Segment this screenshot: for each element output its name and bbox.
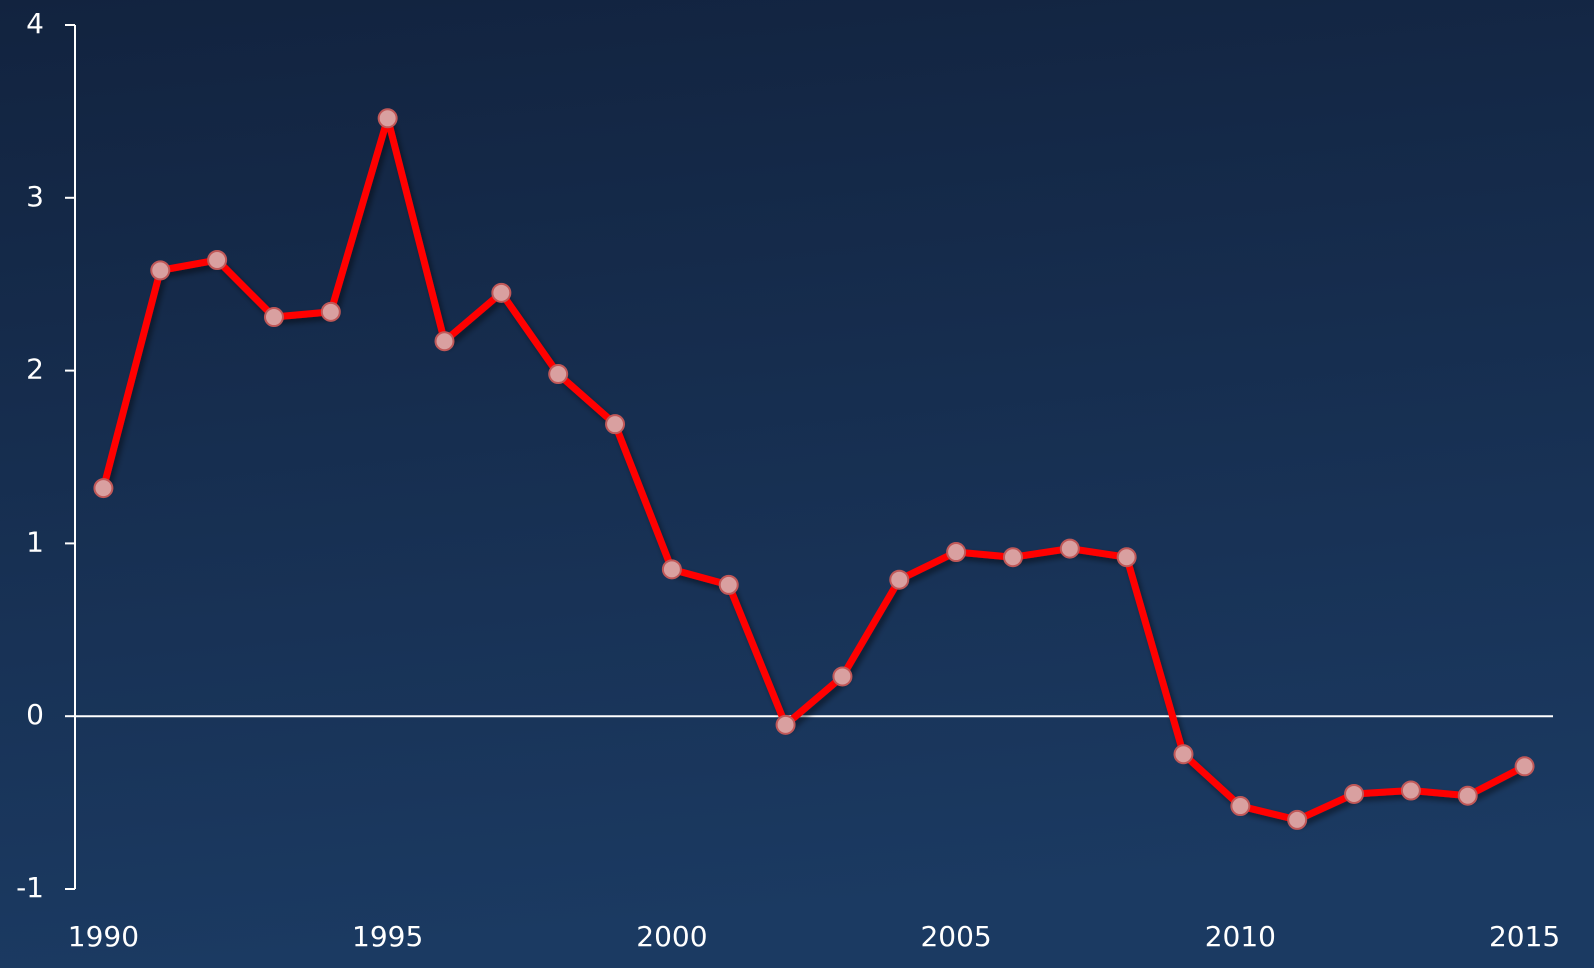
x-tick-label: 1995 <box>352 920 423 953</box>
data-point <box>207 250 228 271</box>
data-point <box>889 569 910 590</box>
x-tick-label: 2015 <box>1489 920 1560 953</box>
y-tick-label: 0 <box>26 698 44 731</box>
data-point <box>434 331 455 352</box>
data-point <box>150 260 171 281</box>
data-point <box>1059 538 1080 559</box>
x-tick-label: 1990 <box>68 920 139 953</box>
y-tick-label: 1 <box>26 525 44 558</box>
data-point <box>320 301 341 322</box>
data-point <box>377 108 398 129</box>
data-point <box>1514 756 1535 777</box>
data-point <box>1400 780 1421 801</box>
data-point <box>263 307 284 328</box>
y-tick-label: -1 <box>16 871 44 904</box>
data-point <box>1287 809 1308 830</box>
data-point <box>775 714 796 735</box>
data-point <box>661 559 682 580</box>
data-point <box>718 574 739 595</box>
data-point <box>491 282 512 303</box>
data-point <box>1344 783 1365 804</box>
y-tick-label: 3 <box>26 180 44 213</box>
y-tick-label: 2 <box>26 353 44 386</box>
data-point <box>548 364 569 385</box>
data-point <box>1116 547 1137 568</box>
data-point <box>832 666 853 687</box>
y-tick-label: 4 <box>26 7 44 40</box>
data-point <box>946 542 967 563</box>
data-point <box>1002 547 1023 568</box>
data-point <box>605 414 626 435</box>
x-tick-label: 2005 <box>920 920 991 953</box>
data-point <box>93 478 114 499</box>
data-point <box>1457 785 1478 806</box>
data-point <box>1173 744 1194 765</box>
x-tick-label: 2000 <box>636 920 707 953</box>
data-point <box>1230 796 1251 817</box>
x-tick-label: 2010 <box>1205 920 1276 953</box>
